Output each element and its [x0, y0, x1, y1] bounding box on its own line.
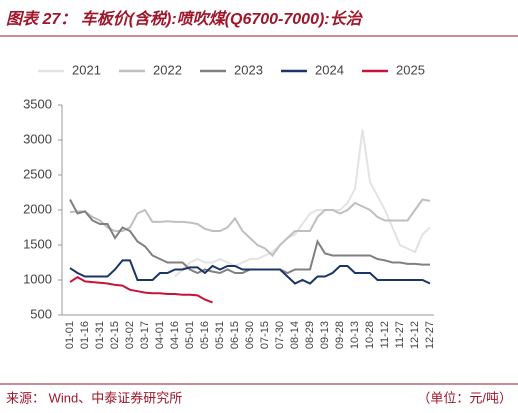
- x-tick-label: 04-01: [154, 321, 166, 349]
- x-tick-label: 10-28: [364, 321, 376, 349]
- y-tick-label: 1000: [23, 271, 52, 286]
- x-tick-label: 03-02: [124, 321, 136, 349]
- series-line: [69, 198, 431, 258]
- y-tick-label: 3500: [23, 96, 52, 111]
- x-tick-label: 06-15: [229, 321, 241, 349]
- chart-title: 图表 27： 车板价(含税):喷吹煤(Q6700-7000):长治: [6, 10, 364, 28]
- x-tick-label: 09-28: [334, 321, 346, 349]
- y-tick-label: 500: [30, 306, 52, 321]
- x-tick-label: 05-16: [199, 321, 211, 349]
- x-tick-label: 07-15: [259, 321, 271, 349]
- y-tick-label: 3000: [23, 131, 52, 146]
- x-tick-label: 05-01: [184, 321, 196, 349]
- x-tick-label: 06-30: [244, 321, 256, 349]
- legend-label: 2021: [72, 62, 101, 77]
- x-tick-label: 01-16: [79, 321, 91, 349]
- y-tick-label: 1500: [23, 236, 52, 251]
- x-tick-label: 09-13: [319, 321, 331, 349]
- series-line: [69, 259, 431, 285]
- x-tick-label: 01-31: [94, 321, 106, 349]
- x-tick-label: 11-27: [394, 321, 406, 348]
- unit: （单位：元/吨）: [417, 390, 512, 405]
- x-tick-label: 03-17: [139, 321, 151, 349]
- y-tick-label: 2000: [23, 201, 52, 216]
- x-tick-label: 02-15: [109, 321, 121, 349]
- x-tick-label: 07-30: [274, 321, 286, 349]
- legend-label: 2022: [153, 62, 182, 77]
- x-tick-label: 11-12: [379, 321, 391, 348]
- x-tick-label: 05-31: [214, 321, 226, 349]
- legend-label: 2025: [396, 62, 425, 77]
- x-tick-label: 08-14: [289, 321, 301, 349]
- series-line: [69, 276, 213, 304]
- x-tick-label: 08-29: [304, 321, 316, 349]
- series-line: [174, 129, 431, 278]
- x-tick-label: 12-12: [409, 321, 421, 349]
- series-line: [69, 199, 430, 275]
- x-tick-label: 04-16: [169, 321, 181, 349]
- legend-label: 2024: [315, 62, 344, 77]
- legend-label: 2023: [234, 62, 263, 77]
- x-tick-label: 10-13: [349, 321, 361, 349]
- source: 来源： Wind、中泰证券研究所: [6, 390, 182, 405]
- y-tick-label: 2500: [23, 166, 52, 181]
- x-tick-label: 01-01: [64, 321, 76, 349]
- x-tick-label: 12-27: [424, 321, 436, 349]
